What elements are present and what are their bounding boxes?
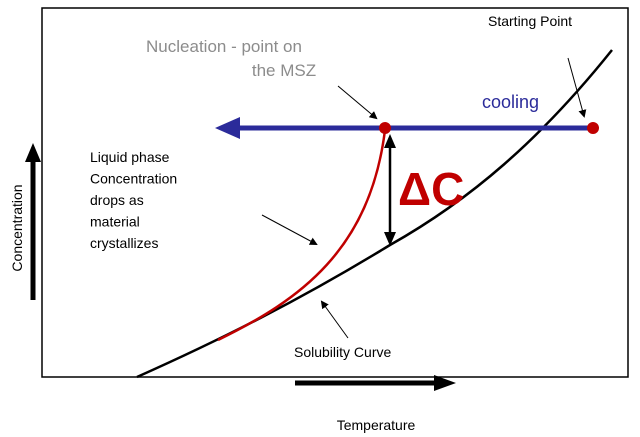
nucleation-label: the MSZ <box>252 61 316 80</box>
y-axis-label: Concentration <box>9 184 25 271</box>
liquid-phase-line: drops as <box>90 192 144 208</box>
leader-line <box>261 214 318 245</box>
starting-point <box>587 122 599 134</box>
solubility-curve <box>136 49 613 379</box>
cooling-label: cooling <box>482 92 539 112</box>
x-axis-label: Temperature <box>337 417 416 433</box>
liquid-phase-line: Concentration <box>90 171 177 187</box>
liquid-phase-line: crystallizes <box>90 235 158 251</box>
liquid-phase-line: Liquid phase <box>90 149 170 165</box>
arrowhead <box>384 134 396 148</box>
starting-point-label: Starting Point <box>488 13 572 29</box>
cooling-arrowhead <box>215 117 240 139</box>
delta-c-label: ΔC <box>398 163 464 215</box>
leader-line <box>337 85 378 120</box>
solubility-curve-label: Solubility Curve <box>294 344 391 360</box>
leader-line <box>320 300 349 339</box>
arrowhead <box>434 375 456 391</box>
arrowhead <box>384 232 396 246</box>
liquid-phase-label: Liquid phase Concentration drops as materia… <box>90 149 177 251</box>
liquid-phase-line: material <box>90 214 140 230</box>
frame <box>41 7 629 378</box>
liquid-phase-curve <box>217 129 387 342</box>
leader-line <box>567 57 587 118</box>
nucleation-point <box>379 122 391 134</box>
arrowhead <box>25 143 41 162</box>
nucleation-label: Nucleation - point on <box>146 37 302 56</box>
